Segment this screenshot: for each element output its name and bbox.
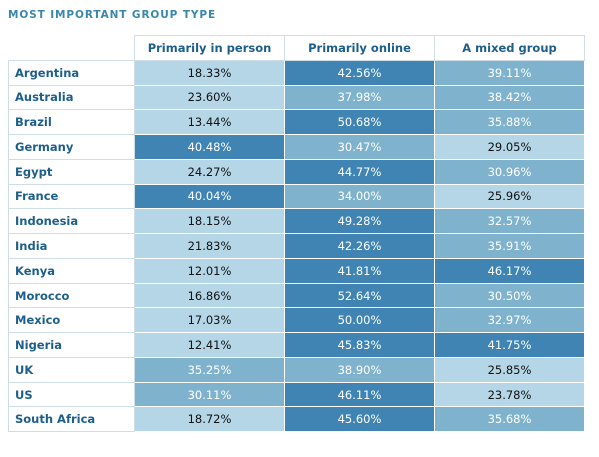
table-row: Mexico 17.03% 50.00% 32.97%	[8, 307, 585, 334]
data-cell: 30.96%	[434, 158, 585, 185]
table-row: Argentina 18.33% 42.56% 39.11%	[8, 59, 585, 86]
data-cell: 38.42%	[434, 84, 585, 111]
data-cell: 40.04%	[134, 183, 285, 210]
data-cell: 35.25%	[134, 356, 285, 383]
data-cell: 34.00%	[284, 183, 435, 210]
data-cell: 29.05%	[434, 134, 585, 160]
data-cell: 30.47%	[284, 134, 435, 160]
table-body: Argentina 18.33% 42.56% 39.11% Australia 23.6…	[8, 59, 585, 433]
row-label: India	[8, 233, 135, 259]
data-cell: 32.97%	[434, 307, 585, 334]
data-cell: 16.86%	[134, 282, 285, 309]
data-cell: 41.75%	[434, 332, 585, 358]
table-row: Kenya 12.01% 41.81% 46.17%	[8, 257, 585, 284]
column-header-in-person: Primarily in person	[134, 35, 285, 61]
data-cell: 45.60%	[284, 406, 435, 433]
data-cell: 50.00%	[284, 307, 435, 334]
table-row: Australia 23.60% 37.98% 38.42%	[8, 84, 585, 111]
row-label: US	[8, 381, 135, 408]
row-label: Nigeria	[8, 332, 135, 358]
data-cell: 18.15%	[134, 208, 285, 235]
chart-title: MOST IMPORTANT GROUP TYPE	[8, 9, 217, 21]
header-row: Primarily in person Primarily online A m…	[8, 35, 585, 61]
column-header-mixed: A mixed group	[434, 35, 585, 61]
data-cell: 37.98%	[284, 84, 435, 111]
data-cell: 42.26%	[284, 233, 435, 259]
data-cell: 42.56%	[284, 59, 435, 86]
data-cell: 30.50%	[434, 282, 585, 309]
column-header-online: Primarily online	[284, 35, 435, 61]
table-row: US 30.11% 46.11% 23.78%	[8, 381, 585, 408]
data-cell: 23.78%	[434, 381, 585, 408]
data-cell: 24.27%	[134, 158, 285, 185]
row-label: Germany	[8, 134, 135, 160]
data-cell: 52.64%	[284, 282, 435, 309]
table-row: UK 35.25% 38.90% 25.85%	[8, 356, 585, 383]
data-cell: 39.11%	[434, 59, 585, 86]
table-row: Brazil 13.44% 50.68% 35.88%	[8, 109, 585, 136]
row-label: Egypt	[8, 158, 135, 185]
table-row: India 21.83% 42.26% 35.91%	[8, 233, 585, 259]
data-cell: 45.83%	[284, 332, 435, 358]
table-row: Indonesia 18.15% 49.28% 32.57%	[8, 208, 585, 235]
data-cell: 18.33%	[134, 59, 285, 86]
table-row: South Africa 18.72% 45.60% 35.68%	[8, 406, 585, 433]
data-cell: 35.91%	[434, 233, 585, 259]
table-row: Nigeria 12.41% 45.83% 41.75%	[8, 332, 585, 358]
data-cell: 40.48%	[134, 134, 285, 160]
row-label: Indonesia	[8, 208, 135, 235]
row-label: Argentina	[8, 59, 135, 86]
table-row: France 40.04% 34.00% 25.96%	[8, 183, 585, 210]
corner-cell	[8, 35, 135, 61]
data-cell: 25.96%	[434, 183, 585, 210]
heatmap-table: Primarily in person Primarily online A m…	[8, 35, 585, 433]
data-cell: 35.88%	[434, 109, 585, 136]
table-row: Morocco 16.86% 52.64% 30.50%	[8, 282, 585, 309]
table-row: Germany 40.48% 30.47% 29.05%	[8, 134, 585, 160]
data-cell: 12.01%	[134, 257, 285, 284]
data-cell: 32.57%	[434, 208, 585, 235]
data-cell: 13.44%	[134, 109, 285, 136]
table-row: Egypt 24.27% 44.77% 30.96%	[8, 158, 585, 185]
data-cell: 23.60%	[134, 84, 285, 111]
data-cell: 35.68%	[434, 406, 585, 433]
row-label: Morocco	[8, 282, 135, 309]
data-cell: 46.17%	[434, 257, 585, 284]
data-cell: 18.72%	[134, 406, 285, 433]
data-cell: 17.03%	[134, 307, 285, 334]
row-label: Australia	[8, 84, 135, 111]
data-cell: 38.90%	[284, 356, 435, 383]
row-label: South Africa	[8, 406, 135, 433]
row-label: Mexico	[8, 307, 135, 334]
data-cell: 12.41%	[134, 332, 285, 358]
data-cell: 41.81%	[284, 257, 435, 284]
data-cell: 49.28%	[284, 208, 435, 235]
data-cell: 46.11%	[284, 381, 435, 408]
data-cell: 25.85%	[434, 356, 585, 383]
data-cell: 30.11%	[134, 381, 285, 408]
row-label: Kenya	[8, 257, 135, 284]
row-label: UK	[8, 356, 135, 383]
row-label: France	[8, 183, 135, 210]
data-cell: 21.83%	[134, 233, 285, 259]
data-cell: 50.68%	[284, 109, 435, 136]
row-label: Brazil	[8, 109, 135, 136]
data-cell: 44.77%	[284, 158, 435, 185]
